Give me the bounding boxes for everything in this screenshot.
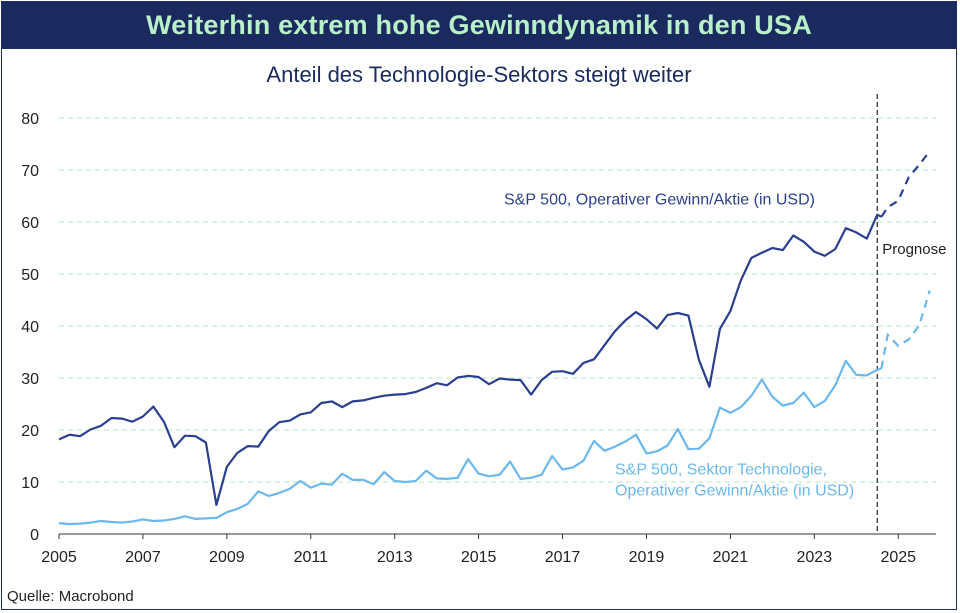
- y-tick-label-10: 10: [21, 475, 39, 492]
- x-tick-label-2005: 2005: [41, 549, 77, 566]
- chart-subtitle: Anteil des Technologie-Sektors steigt we…: [266, 62, 692, 87]
- x-tick-label-2009: 2009: [209, 549, 245, 566]
- x-tick-label-2007: 2007: [125, 549, 161, 566]
- y-tick-label-70: 70: [21, 163, 39, 180]
- y-tick-label-50: 50: [21, 267, 39, 284]
- x-tick-label-2011: 2011: [294, 549, 329, 566]
- x-tick-label-2013: 2013: [377, 549, 413, 566]
- series-label-2-line-1: S&P 500, Sektor Technologie,: [615, 462, 827, 479]
- y-tick-label-60: 60: [21, 215, 39, 232]
- series-line-1: [58, 213, 882, 506]
- y-tick-label-40: 40: [21, 319, 39, 336]
- y-tick-label-80: 80: [21, 111, 39, 128]
- series-forecast-2: [880, 290, 931, 369]
- series-line-2: [58, 359, 882, 526]
- chart-title: Weiterhin extrem hohe Gewinndynamik in d…: [146, 10, 812, 40]
- forecast-label: Prognose: [882, 241, 946, 258]
- y-tick-label-0: 0: [30, 527, 39, 544]
- x-tick-label-2017: 2017: [545, 549, 581, 566]
- x-tick-label-2019: 2019: [629, 549, 665, 566]
- x-tick-label-2015: 2015: [461, 549, 497, 566]
- series-label-2-line-2: Operativer Gewinn/Aktie (in USD): [615, 483, 854, 500]
- x-tick-label-2025: 2025: [880, 549, 916, 566]
- x-tick-label-2021: 2021: [713, 549, 749, 566]
- source-note: Quelle: Macrobond: [7, 588, 134, 605]
- x-tick-label-2023: 2023: [797, 549, 833, 566]
- series-forecast-1: [880, 150, 931, 218]
- title-banner: Weiterhin extrem hohe Gewinndynamik in d…: [2, 2, 956, 49]
- y-tick-label-30: 30: [21, 371, 39, 388]
- y-tick-label-20: 20: [21, 423, 39, 440]
- series-label-1-line-1: S&P 500, Operativer Gewinn/Aktie (in USD…: [504, 191, 815, 208]
